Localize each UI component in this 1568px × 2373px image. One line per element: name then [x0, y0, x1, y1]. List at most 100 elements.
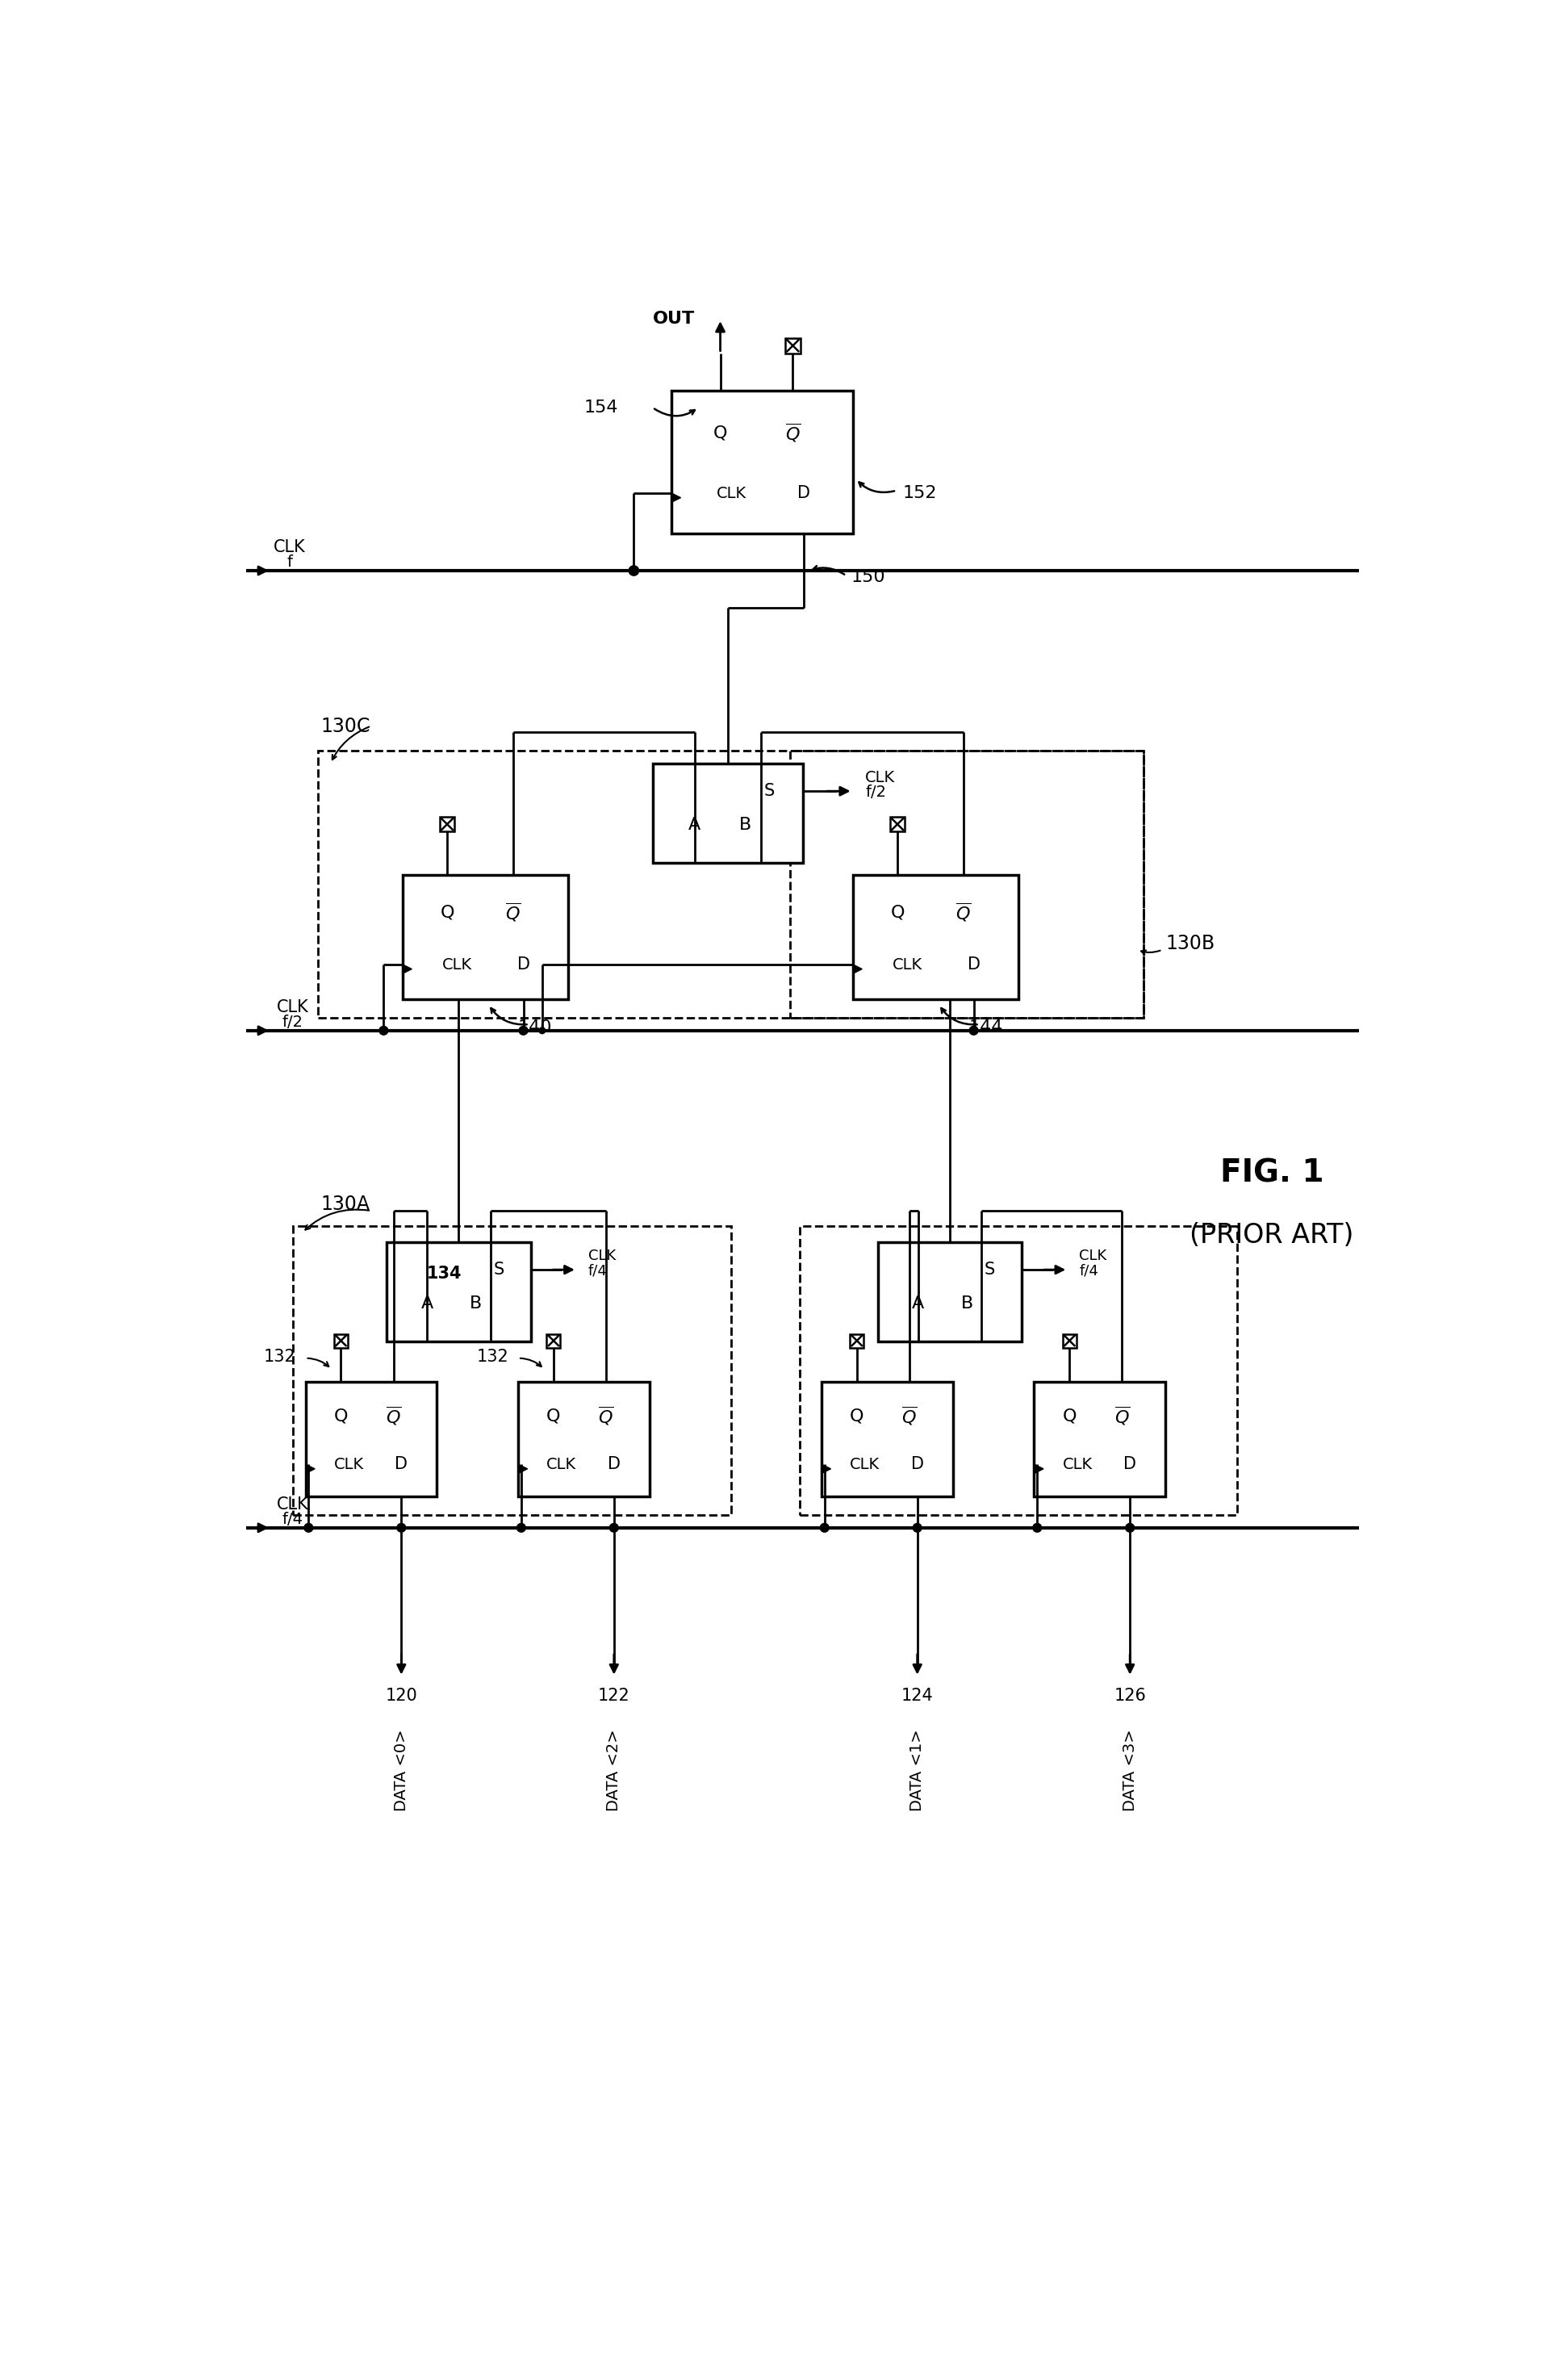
- Text: D: D: [607, 1457, 621, 1474]
- Bar: [800, 1227, 1237, 1516]
- Text: CLK: CLK: [588, 1248, 616, 1262]
- Text: D: D: [1124, 1457, 1137, 1474]
- Text: A: A: [913, 1296, 924, 1312]
- Text: 134: 134: [426, 1265, 463, 1281]
- Text: 124: 124: [902, 1687, 933, 1704]
- Bar: [790, 750, 1143, 1018]
- Text: D: D: [395, 1457, 408, 1474]
- Text: CLK: CLK: [278, 999, 309, 1016]
- Bar: [387, 1241, 530, 1341]
- Text: DATA <3>: DATA <3>: [1123, 1730, 1138, 1811]
- Bar: [293, 1227, 731, 1516]
- Circle shape: [517, 1523, 525, 1533]
- Text: S: S: [985, 1262, 996, 1277]
- Text: Q: Q: [891, 904, 905, 921]
- Text: B: B: [961, 1296, 974, 1312]
- Bar: [439, 816, 455, 831]
- Text: $\overline{Q}$: $\overline{Q}$: [956, 902, 972, 923]
- Text: $\overline{Q}$: $\overline{Q}$: [786, 422, 801, 444]
- Text: 130A: 130A: [321, 1196, 370, 1215]
- Text: f: f: [287, 555, 293, 570]
- Bar: [822, 1381, 953, 1497]
- Polygon shape: [1035, 1464, 1043, 1474]
- Bar: [306, 1381, 437, 1497]
- Text: CLK: CLK: [1079, 1248, 1107, 1262]
- Bar: [891, 816, 905, 831]
- Text: D: D: [517, 956, 530, 973]
- Text: f/4: f/4: [282, 1512, 304, 1526]
- Polygon shape: [519, 1464, 527, 1474]
- Bar: [652, 764, 803, 864]
- Text: Q: Q: [850, 1407, 864, 1424]
- Text: 130C: 130C: [321, 717, 370, 736]
- Bar: [671, 392, 853, 534]
- Text: 150: 150: [850, 570, 884, 584]
- Circle shape: [820, 1523, 829, 1533]
- Text: S: S: [494, 1262, 505, 1277]
- Text: DATA <1>: DATA <1>: [909, 1730, 925, 1811]
- Text: B: B: [740, 816, 751, 833]
- Text: D: D: [797, 484, 811, 501]
- Circle shape: [969, 1025, 978, 1035]
- Circle shape: [610, 1523, 618, 1533]
- Text: f/4: f/4: [588, 1265, 607, 1279]
- Bar: [318, 750, 1143, 1018]
- Text: 140: 140: [517, 1020, 552, 1035]
- Polygon shape: [306, 1464, 315, 1474]
- Circle shape: [379, 1025, 387, 1035]
- Text: 132: 132: [477, 1348, 508, 1364]
- Text: Q: Q: [334, 1407, 348, 1424]
- Text: $\overline{Q}$: $\overline{Q}$: [386, 1405, 401, 1426]
- Text: FIG. 1: FIG. 1: [1220, 1158, 1323, 1189]
- Text: 152: 152: [903, 484, 938, 501]
- Polygon shape: [403, 966, 412, 973]
- Bar: [334, 1334, 348, 1348]
- Bar: [1063, 1334, 1076, 1348]
- Text: S: S: [764, 783, 775, 800]
- Text: 130B: 130B: [1165, 935, 1215, 954]
- Text: CLK: CLK: [334, 1457, 364, 1471]
- Text: CLK: CLK: [547, 1457, 577, 1471]
- Text: Q: Q: [441, 904, 455, 921]
- Text: 120: 120: [386, 1687, 417, 1704]
- Text: (PRIOR ART): (PRIOR ART): [1190, 1222, 1353, 1248]
- Text: CLK: CLK: [278, 1495, 309, 1512]
- Text: DATA <2>: DATA <2>: [607, 1730, 621, 1811]
- Text: CLK: CLK: [866, 769, 895, 785]
- Text: D: D: [967, 956, 980, 973]
- Circle shape: [629, 565, 638, 577]
- Bar: [850, 1334, 864, 1348]
- Text: 126: 126: [1113, 1687, 1146, 1704]
- Text: 144: 144: [969, 1020, 1002, 1035]
- Circle shape: [519, 1025, 528, 1035]
- Circle shape: [539, 1028, 546, 1035]
- Text: DATA <0>: DATA <0>: [394, 1730, 409, 1811]
- Text: Q: Q: [713, 425, 728, 441]
- Bar: [403, 876, 568, 999]
- Circle shape: [304, 1523, 314, 1533]
- Text: 122: 122: [597, 1687, 630, 1704]
- Bar: [878, 1241, 1022, 1341]
- Text: $\overline{Q}$: $\overline{Q}$: [1115, 1405, 1131, 1426]
- Text: f/2: f/2: [282, 1013, 304, 1030]
- Circle shape: [397, 1523, 406, 1533]
- Polygon shape: [853, 966, 862, 973]
- Text: CLK: CLK: [892, 956, 922, 973]
- Circle shape: [1033, 1523, 1041, 1533]
- Text: $\overline{Q}$: $\overline{Q}$: [902, 1405, 917, 1426]
- Text: A: A: [688, 816, 701, 833]
- Bar: [1033, 1381, 1165, 1497]
- Text: 132: 132: [263, 1348, 296, 1364]
- Text: CLK: CLK: [850, 1457, 880, 1471]
- Text: OUT: OUT: [654, 311, 695, 327]
- Text: CLK: CLK: [1063, 1457, 1093, 1471]
- Text: CLK: CLK: [717, 486, 746, 501]
- Polygon shape: [673, 494, 681, 503]
- Text: f/4: f/4: [1079, 1265, 1098, 1279]
- Text: B: B: [470, 1296, 481, 1312]
- Text: $\overline{Q}$: $\overline{Q}$: [505, 902, 521, 923]
- Circle shape: [1126, 1523, 1134, 1533]
- Text: $\overline{Q}$: $\overline{Q}$: [599, 1405, 615, 1426]
- Bar: [517, 1381, 649, 1497]
- Bar: [786, 339, 800, 354]
